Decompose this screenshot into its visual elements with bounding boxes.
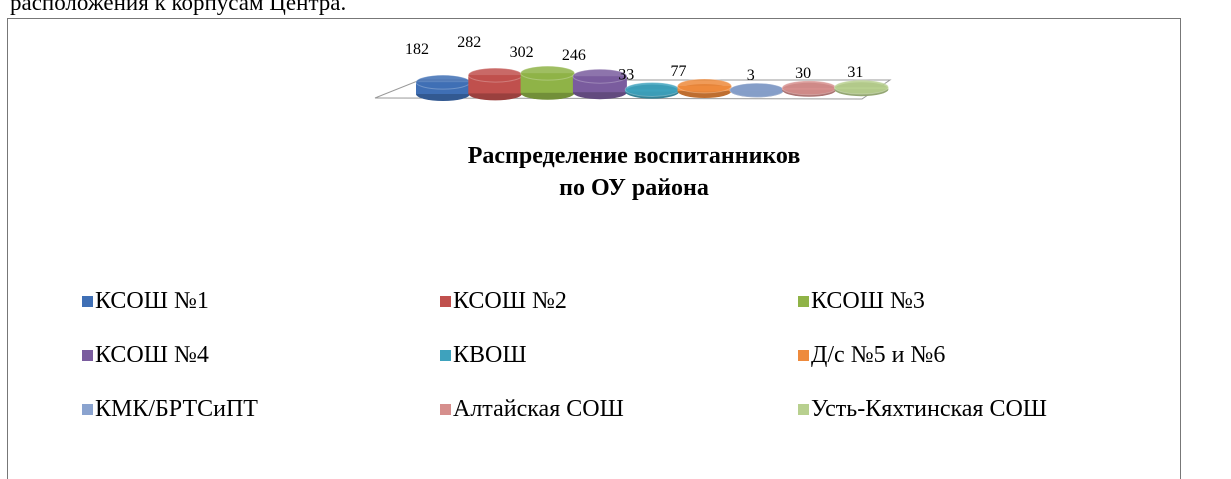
legend-label: Алтайская СОШ xyxy=(453,396,624,423)
bar-top xyxy=(782,81,836,95)
bar-top xyxy=(678,79,732,93)
value-label: 246 xyxy=(562,47,586,64)
value-label: 31 xyxy=(847,64,863,81)
legend-swatch xyxy=(798,296,809,307)
bar xyxy=(834,80,888,96)
bar-top xyxy=(625,82,679,96)
bar-top xyxy=(730,83,784,97)
value-label: 77 xyxy=(671,63,687,80)
legend-item: Д/с №5 и №6 xyxy=(798,342,945,369)
bar xyxy=(521,66,575,100)
value-label: 302 xyxy=(510,44,534,61)
value-label: 33 xyxy=(618,66,634,83)
legend-swatch xyxy=(82,296,93,307)
legend-item: КМК/БРТСиПТ xyxy=(82,396,258,423)
value-label: 282 xyxy=(457,34,481,51)
legend-label: КСОШ №2 xyxy=(453,288,567,315)
legend-swatch xyxy=(798,350,809,361)
legend-item: КСОШ №3 xyxy=(798,288,925,315)
value-label: 182 xyxy=(405,41,429,58)
bar-top xyxy=(834,80,888,94)
legend-swatch xyxy=(82,350,93,361)
legend-item: Алтайская СОШ xyxy=(440,396,624,423)
legend-swatch xyxy=(440,296,451,307)
bar xyxy=(625,82,679,98)
bar-top xyxy=(521,66,575,80)
value-label: 3 xyxy=(747,67,755,84)
legend-item: Усть-Кяхтинская СОШ xyxy=(798,396,1047,423)
bar xyxy=(468,68,522,100)
legend-label: Д/с №5 и №6 xyxy=(811,342,945,369)
legend-item: КВОШ xyxy=(440,342,527,369)
legend-swatch xyxy=(440,404,451,415)
bar-top xyxy=(468,68,522,82)
legend-label: КМК/БРТСиПТ xyxy=(95,396,258,423)
legend-swatch xyxy=(82,404,93,415)
legend-label: КСОШ №3 xyxy=(811,288,925,315)
legend-swatch xyxy=(798,404,809,415)
chart-title: Распределение воспитанников по ОУ района xyxy=(334,140,934,204)
legend-item: КСОШ №1 xyxy=(82,288,209,315)
bar-top xyxy=(416,75,470,89)
bar xyxy=(416,75,470,101)
legend-label: КСОШ №1 xyxy=(95,288,209,315)
chart: 182 282 302 246 33 77 3 30 31 xyxy=(0,0,1231,461)
bar xyxy=(730,83,784,97)
legend-item: КСОШ №2 xyxy=(440,288,567,315)
legend-swatch xyxy=(440,350,451,361)
legend-item: КСОШ №4 xyxy=(82,342,209,369)
bar xyxy=(678,79,732,98)
legend-label: Усть-Кяхтинская СОШ xyxy=(811,396,1047,423)
legend-label: КВОШ xyxy=(453,342,527,369)
value-label: 30 xyxy=(795,65,811,82)
bar xyxy=(782,81,836,97)
legend-label: КСОШ №4 xyxy=(95,342,209,369)
